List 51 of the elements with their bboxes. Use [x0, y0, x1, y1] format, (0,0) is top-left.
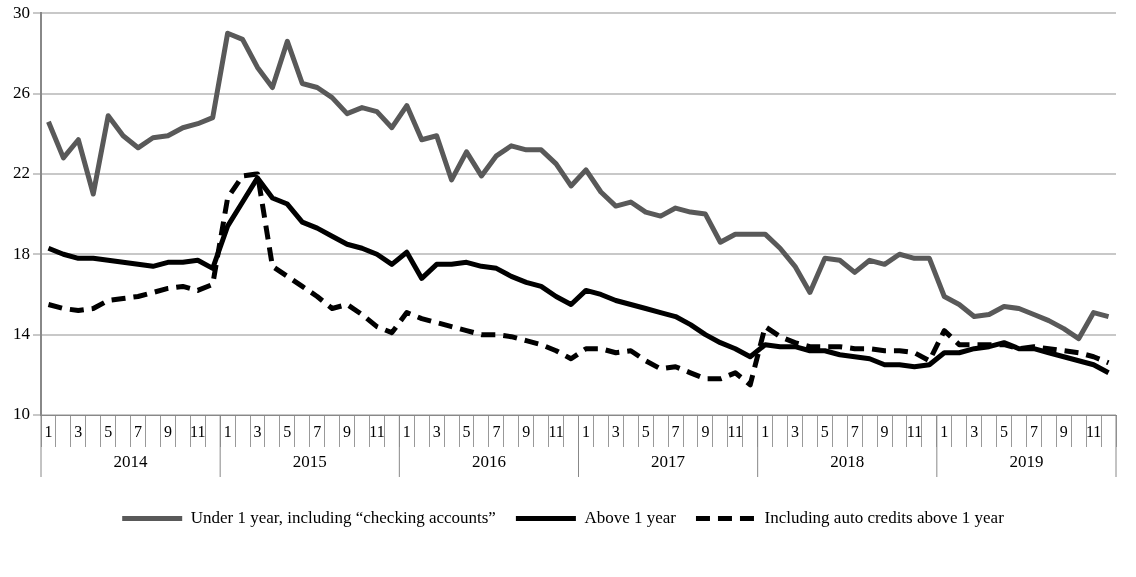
legend-label: Under 1 year, including “checking accounts”	[190, 507, 496, 527]
x-tick-label: 7	[313, 422, 322, 440]
x-tick-label: 3	[74, 422, 83, 440]
x-tick-label: 5	[820, 422, 829, 440]
x-tick-label: 11	[548, 422, 564, 440]
x-tick-label: 9	[1059, 422, 1068, 440]
x-tick-label: 7	[134, 422, 143, 440]
x-tick-label: 3	[253, 422, 262, 440]
x-tick-label: 7	[492, 422, 501, 440]
x-tick-label: 9	[163, 422, 172, 440]
x-tick-label: 1	[940, 422, 949, 440]
x-tick-label: 9	[522, 422, 531, 440]
x-tick-label: 7	[850, 422, 859, 440]
x-tick-label: 11	[1085, 422, 1102, 440]
x-tick-label: 1	[761, 422, 770, 440]
x-tick-label: 11	[727, 422, 743, 440]
x-tick-label: 11	[369, 422, 385, 440]
x-tick-label: 3	[970, 422, 979, 440]
legend-label: Including auto credits above 1 year	[764, 507, 1005, 527]
x-tick-label: 3	[790, 422, 799, 440]
x-tick-label: 1	[581, 422, 590, 440]
text: 2016	[471, 452, 506, 472]
x-tick-label: 7	[671, 422, 680, 440]
x-tick-label: 9	[880, 422, 889, 440]
x-tick-label: 5	[462, 422, 471, 440]
x-tick-label: 3	[432, 422, 441, 440]
legend-label: Above 1 year	[584, 507, 677, 527]
y-tick-label: 30	[13, 2, 30, 22]
x-tick-label: 7	[1029, 422, 1038, 440]
x-tick-label: 1	[44, 422, 53, 440]
text: 2017	[651, 452, 686, 472]
x-tick-label: 9	[701, 422, 710, 440]
x-tick-label: 9	[343, 422, 352, 440]
x-tick-label: 1	[402, 422, 411, 440]
x-tick-label: 1	[223, 422, 232, 440]
x-tick-label: 11	[190, 422, 206, 440]
y-tick-label: 26	[13, 83, 30, 103]
x-tick-label: 3	[611, 422, 620, 440]
x-tick-label: 5	[1000, 422, 1009, 440]
text: 2015	[292, 452, 327, 472]
x-tick-label: 5	[283, 422, 292, 440]
y-tick-label: 14	[13, 324, 31, 344]
x-tick-label: 11	[906, 422, 923, 440]
y-tick-label: 18	[13, 243, 30, 263]
x-tick-label: 5	[641, 422, 650, 440]
text: 2018	[830, 452, 865, 472]
y-tick-label: 10	[13, 404, 30, 424]
y-tick-label: 22	[13, 163, 30, 183]
text: 2019	[1009, 452, 1044, 472]
x-tick-label: 5	[104, 422, 113, 440]
text: 2014	[113, 452, 149, 472]
